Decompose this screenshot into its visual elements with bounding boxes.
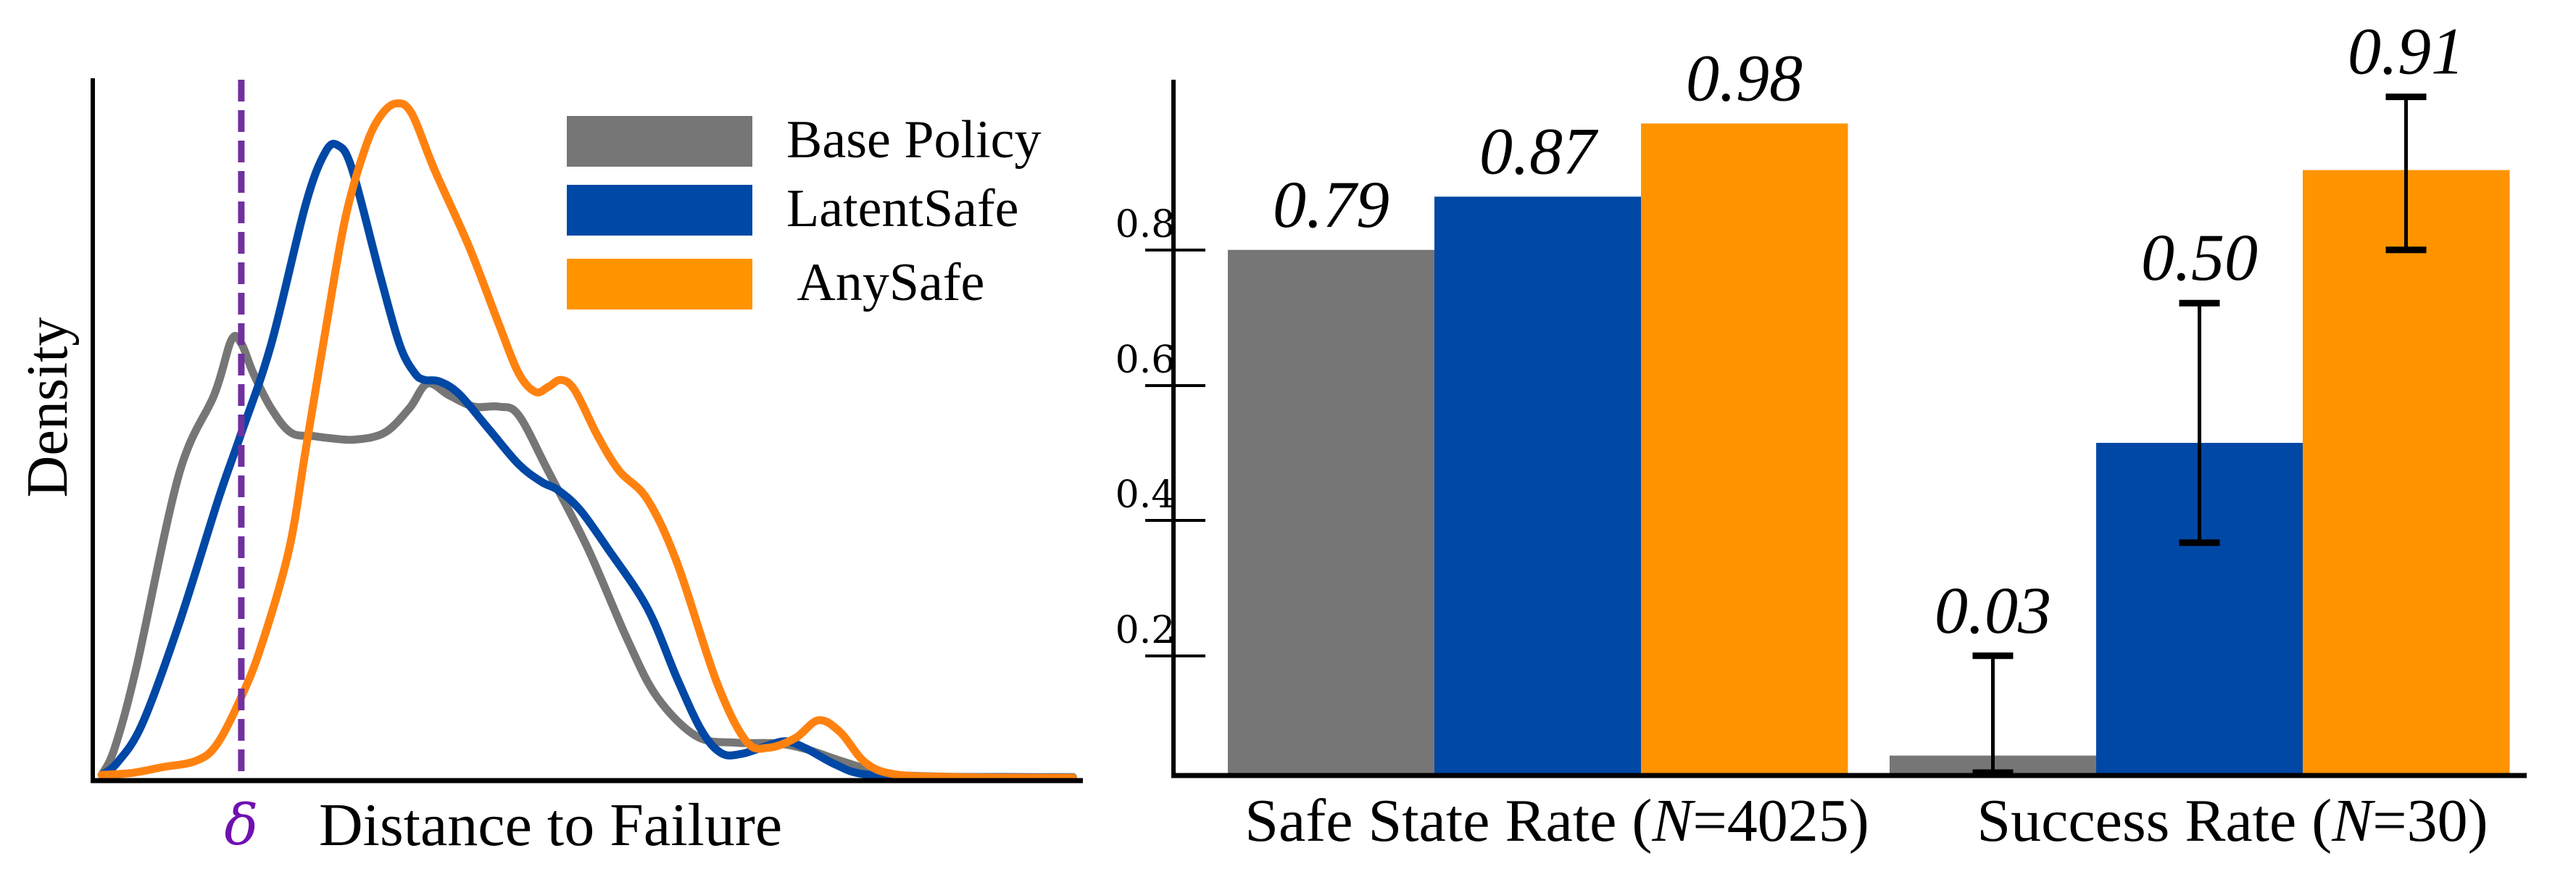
bar-base-policy-safe-state-rate (1228, 249, 1435, 776)
density-y-label: Density (16, 317, 80, 498)
delta-label: δ (224, 793, 258, 858)
bar-value-label: 0.50 (2141, 220, 2258, 294)
category-label-success-rate: Success Rate (N=30) (1977, 787, 2488, 855)
y-tick-label: 0.6 (1115, 338, 1176, 382)
legend: Base Policy LatentSafe AnySafe (567, 110, 1041, 312)
error-bars (1972, 93, 2427, 776)
bar-value-labels: 0.79 0.03 0.87 0.50 0.98 0.91 (1273, 14, 2464, 647)
legend-swatch (567, 185, 752, 236)
legend-item-base-policy: Base Policy (567, 110, 1041, 170)
error-bar-anysafe (2385, 93, 2427, 254)
legend-item-anysafe: AnySafe (567, 253, 984, 312)
error-bar-latentsafe (2179, 299, 2220, 546)
legend-label: Base Policy (786, 110, 1041, 170)
y-tick-label: 0.8 (1115, 203, 1176, 246)
bar-latentsafe-safe-state-rate (1434, 196, 1642, 776)
category-label-safe-state-rate: Safe State Rate (N=4025) (1245, 787, 1869, 855)
legend-swatch (567, 259, 752, 309)
bar-anysafe-safe-state-rate (1641, 123, 1848, 776)
density-curve-anysafe (97, 99, 1077, 782)
y-tick-label: 0.2 (1115, 609, 1176, 652)
y-tick-label: 0.4 (1115, 473, 1176, 517)
bar-value-label: 0.87 (1479, 114, 1599, 188)
bar-value-label: 0.98 (1686, 41, 1803, 115)
error-bar-base-policy (1972, 652, 2014, 776)
legend-label: AnySafe (786, 253, 984, 312)
legend-label: LatentSafe (786, 179, 1019, 238)
bar-category-labels: Safe State Rate (N=4025) Success Rate (N=… (1245, 787, 2488, 855)
density-x-label: Distance to Failure (319, 791, 782, 859)
bars (1228, 123, 2510, 776)
bar-chart: 0.79 0.03 0.87 0.50 0.98 0.91 0.2 0.4 0.6 0.8 Sa… (1115, 14, 2527, 855)
density-curve-base-policy (97, 331, 1077, 781)
bar-value-label: 0.03 (1935, 573, 2051, 647)
bar-anysafe-success-rate (2303, 170, 2510, 776)
bar-value-label: 0.79 (1273, 167, 1389, 241)
bar-y-ticks: 0.2 0.4 0.6 0.8 (1115, 203, 1205, 657)
bar-value-label: 0.91 (2348, 14, 2464, 88)
legend-item-latentsafe: LatentSafe (567, 179, 1019, 238)
legend-swatch (567, 116, 752, 167)
